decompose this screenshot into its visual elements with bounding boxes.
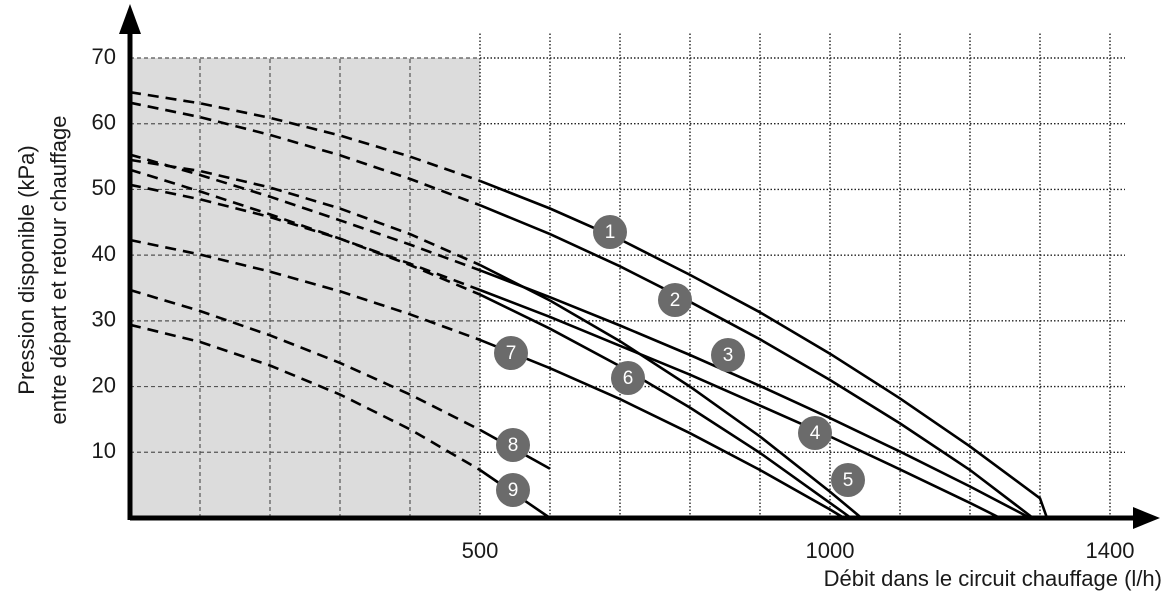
curve-solid xyxy=(479,293,852,520)
y-tick-label: 60 xyxy=(92,110,116,135)
curve-dashed xyxy=(129,101,481,207)
series-badge: 7 xyxy=(494,336,528,370)
series-name: 3 xyxy=(723,345,734,366)
curve-dashed xyxy=(129,168,481,292)
series-name: 5 xyxy=(843,470,854,491)
curve-dashed xyxy=(129,288,481,432)
y-axis-title-line: Pression disponible (kPa) xyxy=(14,145,39,394)
series-badge: 3 xyxy=(711,338,745,372)
series-badge: 6 xyxy=(611,361,645,395)
x-tick-label: 1000 xyxy=(806,538,855,563)
y-tick-label: 20 xyxy=(92,372,116,397)
curve-solid xyxy=(479,269,1031,520)
y-tick-label: 30 xyxy=(92,307,116,332)
badge-circle xyxy=(711,338,745,372)
badge-circle xyxy=(611,361,645,395)
y-axis-title-line: entre départ et retour chauffage xyxy=(46,115,71,424)
x-axis-title: Débit dans le circuit chauffage (l/h) xyxy=(824,566,1162,591)
series-badge: 4 xyxy=(798,416,832,450)
curve-dashed xyxy=(129,238,481,342)
badge-circle xyxy=(496,428,530,462)
curve-solid xyxy=(479,263,863,519)
y-tick-label: 50 xyxy=(92,175,116,200)
series-name: 7 xyxy=(506,343,517,364)
y-tick-label: 40 xyxy=(92,241,116,266)
shaded-region xyxy=(130,58,480,518)
series-badge: 2 xyxy=(658,283,692,317)
curve-solid xyxy=(479,179,1049,519)
series-badge: 8 xyxy=(496,428,530,462)
curve-dashed xyxy=(129,323,481,472)
series-badge: 5 xyxy=(831,463,865,497)
curve-dashed xyxy=(129,158,481,267)
series-badge: 9 xyxy=(496,473,530,507)
curve-dashed xyxy=(129,183,481,296)
series-name: 1 xyxy=(605,222,616,243)
y-tick-label: 10 xyxy=(92,438,116,463)
y-axis-arrow xyxy=(119,4,141,34)
series-name: 2 xyxy=(670,290,681,311)
badge-circle xyxy=(831,463,865,497)
series-name: 6 xyxy=(623,368,634,389)
badge-circle xyxy=(496,473,530,507)
curve-solid xyxy=(479,338,845,520)
x-axis-arrow xyxy=(1133,507,1160,529)
x-tick-label: 500 xyxy=(462,538,499,563)
series-name: 8 xyxy=(508,435,519,456)
series-name: 9 xyxy=(508,480,519,501)
series-name: 4 xyxy=(810,423,821,444)
y-tick-label: 70 xyxy=(92,44,116,69)
curve-dashed xyxy=(129,90,481,183)
badge-circle xyxy=(798,416,832,450)
badge-circle xyxy=(658,283,692,317)
badge-circle xyxy=(494,336,528,370)
curve-solid xyxy=(479,203,1034,520)
curve-dashed xyxy=(129,153,481,272)
x-tick-label: 1400 xyxy=(1086,538,1135,563)
badge-circle xyxy=(593,215,627,249)
curve-solid xyxy=(479,288,1001,520)
series-badge: 1 xyxy=(593,215,627,249)
y-axis-title: Pression disponible (kPa) entre départ e… xyxy=(14,115,71,424)
